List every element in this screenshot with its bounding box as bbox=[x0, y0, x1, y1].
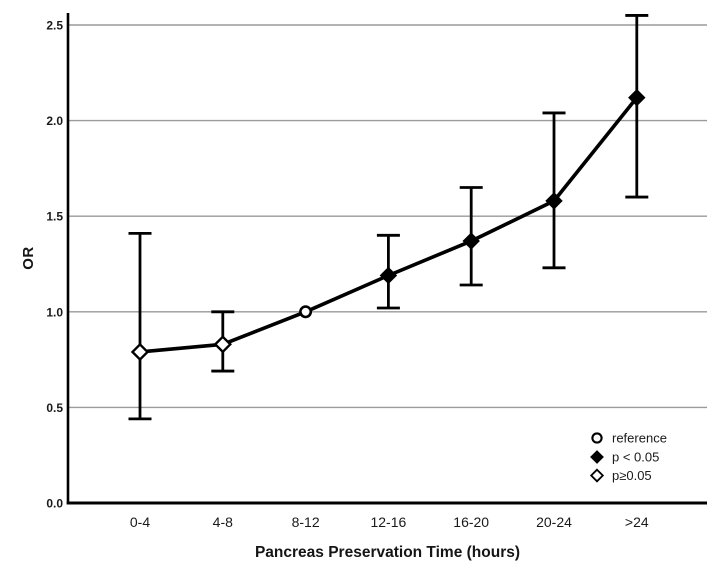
legend-open-circle-icon bbox=[591, 432, 603, 444]
x-tick-label: 4-8 bbox=[213, 514, 233, 530]
nonsignificant-point-marker bbox=[130, 342, 150, 362]
significant-point-marker bbox=[379, 266, 398, 285]
significant-point-marker bbox=[545, 192, 563, 210]
x-tick-label: >24 bbox=[625, 514, 649, 530]
y-tick-label: 2.5 bbox=[46, 19, 63, 33]
y-tick-label: 0.0 bbox=[46, 497, 63, 511]
significant-point-marker bbox=[628, 88, 646, 107]
reference-point-marker bbox=[299, 305, 313, 319]
legend-filled-diamond-icon bbox=[590, 450, 604, 464]
x-tick-label: 16-20 bbox=[453, 514, 489, 530]
legend-label: reference bbox=[612, 431, 667, 446]
y-tick-label: 1.5 bbox=[46, 210, 63, 224]
nonsignificant-point-marker bbox=[213, 335, 232, 354]
y-tick-label: 0.5 bbox=[46, 401, 63, 415]
legend-open-diamond-icon bbox=[589, 468, 605, 483]
y-tick-label: 1.0 bbox=[46, 305, 63, 319]
legend-label: p < 0.05 bbox=[612, 450, 659, 465]
x-tick-label: 12-16 bbox=[370, 514, 406, 530]
x-tick-label: 20-24 bbox=[536, 514, 572, 530]
significant-point-marker bbox=[462, 232, 480, 250]
y-axis-title: OR bbox=[20, 246, 37, 270]
legend-label: p≥0.05 bbox=[612, 468, 652, 483]
data-line bbox=[139, 96, 639, 354]
x-axis-title: Pancreas Preservation Time (hours) bbox=[254, 544, 521, 561]
y-tick-label: 2.0 bbox=[46, 114, 63, 128]
x-tick-label: 8-12 bbox=[292, 514, 320, 530]
x-tick-label: 0-4 bbox=[130, 514, 150, 530]
